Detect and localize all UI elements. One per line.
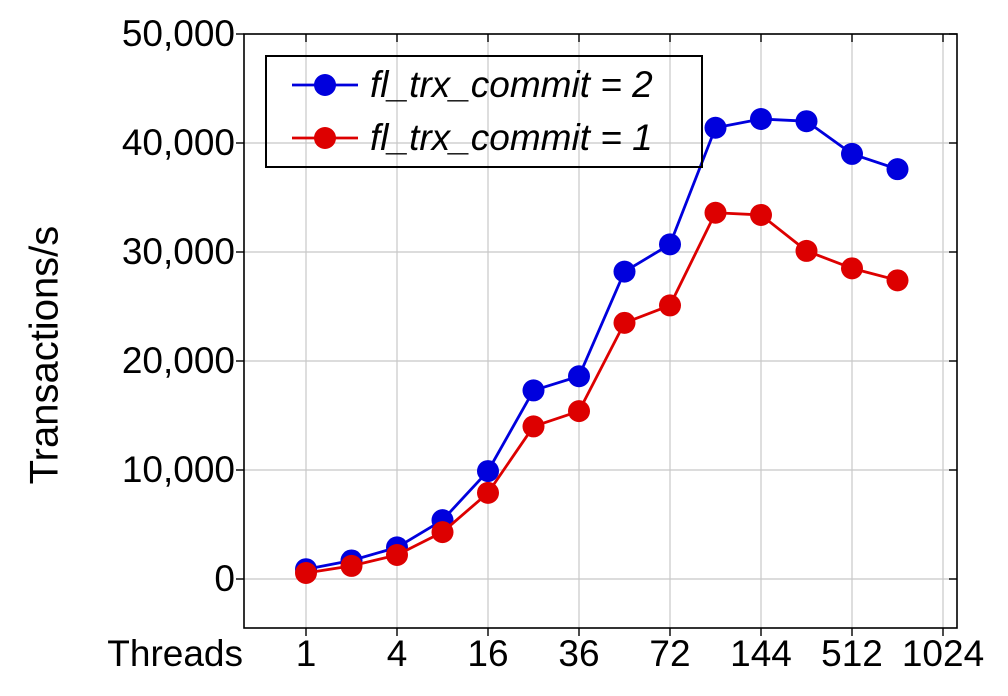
legend-label: fl_trx_commit = 1 bbox=[370, 117, 653, 158]
data-point-series-2 bbox=[886, 269, 909, 292]
x-tick-label: 512 bbox=[821, 633, 883, 674]
x-tick-label: 144 bbox=[730, 633, 792, 674]
series-line-1 bbox=[305, 117, 898, 571]
data-point-series-1 bbox=[568, 365, 590, 388]
series-line-2 bbox=[305, 211, 898, 575]
y-tick-label: 10,000 bbox=[121, 449, 235, 490]
data-point-series-1 bbox=[886, 158, 909, 181]
data-point-series-2 bbox=[431, 521, 454, 544]
data-point-series-2 bbox=[568, 400, 590, 423]
x-tick-label: 1024 bbox=[901, 633, 985, 674]
y-tick-label: 30,000 bbox=[121, 231, 235, 272]
data-point-series-2 bbox=[340, 554, 363, 577]
data-point-series-2 bbox=[841, 257, 863, 280]
data-point-series-1 bbox=[841, 142, 863, 165]
y-tick-label: 40,000 bbox=[121, 122, 235, 163]
data-point-series-1 bbox=[704, 116, 727, 139]
data-point-series-2 bbox=[386, 544, 408, 567]
data-point-series-2 bbox=[750, 203, 772, 226]
legend: fl_trx_commit = 2 fl_trx_commit = 1 bbox=[265, 55, 703, 168]
data-point-series-1 bbox=[659, 233, 681, 256]
data-point-series-2 bbox=[704, 201, 727, 224]
data-point-series-1 bbox=[795, 110, 818, 133]
data-point-series-2 bbox=[613, 311, 636, 334]
x-axis-label: Threads bbox=[107, 633, 243, 674]
y-tick-label: 50,000 bbox=[121, 13, 235, 54]
x-tick-label: 4 bbox=[386, 633, 408, 674]
x-tick-label: 1 bbox=[295, 633, 317, 674]
axis-border bbox=[243, 33, 958, 629]
y-tick-label: 20,000 bbox=[121, 340, 235, 381]
data-point-series-1 bbox=[477, 460, 499, 483]
legend-item-commit-1: fl_trx_commit = 1 bbox=[280, 113, 701, 163]
legend-item-commit-2: fl_trx_commit = 2 bbox=[280, 60, 701, 110]
x-tick-label: 72 bbox=[649, 633, 691, 674]
line-dot-marker-icon bbox=[292, 127, 358, 149]
x-tick-label: 16 bbox=[467, 633, 509, 674]
data-point-series-2 bbox=[795, 239, 818, 262]
data-point-series-2 bbox=[522, 415, 545, 438]
y-axis-label: Transactions/s bbox=[22, 225, 67, 485]
data-point-series-2 bbox=[477, 481, 499, 504]
data-point-series-1 bbox=[613, 260, 636, 283]
data-point-series-2 bbox=[659, 294, 681, 317]
data-point-series-2 bbox=[295, 562, 317, 585]
data-point-series-1 bbox=[750, 108, 772, 131]
x-tick-label: 36 bbox=[558, 633, 600, 674]
y-tick-label: 0 bbox=[214, 558, 235, 599]
data-point-series-1 bbox=[522, 379, 545, 402]
line-dot-marker-icon bbox=[292, 74, 358, 96]
legend-label: fl_trx_commit = 2 bbox=[370, 64, 653, 105]
